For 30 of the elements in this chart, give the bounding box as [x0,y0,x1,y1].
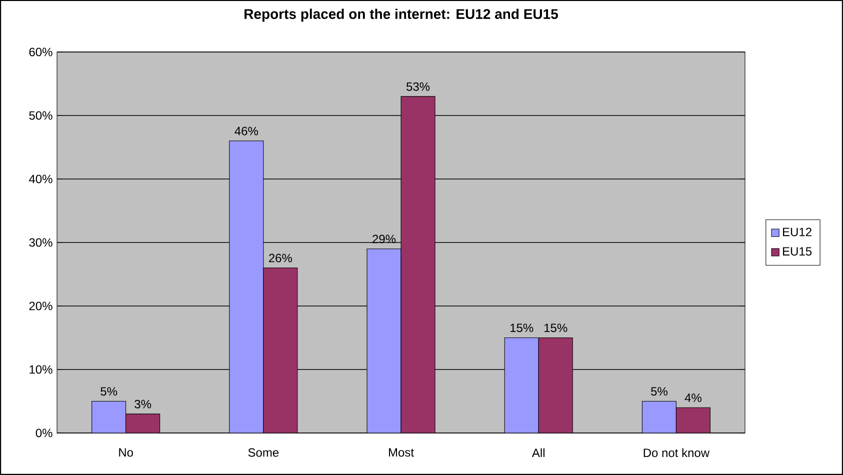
bar [676,407,710,433]
bar [400,96,436,433]
bar [538,337,573,433]
data-label: 15% [544,324,568,332]
x-tick-label: No [119,448,133,457]
y-tick-label: 30% [29,238,52,247]
bar [126,414,160,433]
x-tick-label: Some [248,448,279,457]
y-tick-label: 20% [29,302,52,310]
data-label: 4% [684,394,702,402]
y-tick-label: 50% [29,111,52,120]
x-tick-label: Most [388,448,414,457]
data-label: 5% [651,387,668,396]
y-tick-label: 10% [30,365,52,374]
data-label: 5% [100,387,118,396]
legend-label: EU12 [783,228,812,236]
data-label: 29% [372,234,396,244]
data-label: 26% [269,254,292,262]
data-label: 15% [510,324,534,332]
y-tick-label: 60% [29,48,52,56]
y-tick-label: 40% [29,174,52,184]
legend-label: EU15 [783,247,812,256]
x-tick-label: Do not know [644,448,710,458]
chart-title: Reports placed on the internet: EU12 and EU15 [244,8,558,22]
x-tick-label: All [532,448,544,457]
y-tick-label: 0% [36,428,52,438]
data-label: 53% [406,82,430,91]
data-label: 3% [134,400,152,408]
bar [263,268,298,433]
data-label: 46% [234,126,258,136]
